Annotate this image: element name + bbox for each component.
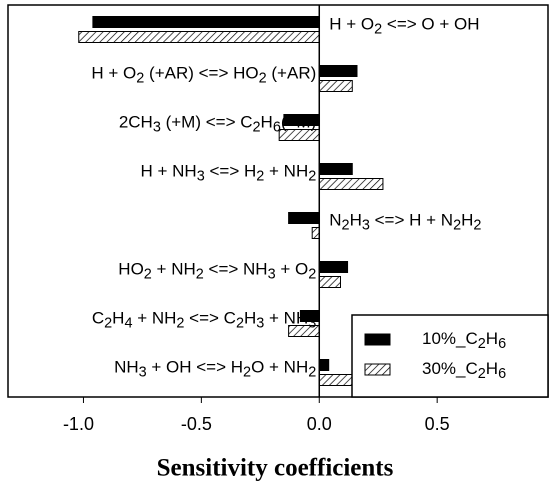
bar	[318, 261, 349, 273]
legend-swatch	[364, 363, 391, 376]
x-axis-label: Sensitivity coefficients	[157, 455, 394, 482]
category-label: 2CH3 (+M) <=> C2H6(+M)	[119, 113, 316, 136]
x-tick-label: -0.5	[181, 414, 212, 434]
bar	[311, 227, 320, 239]
legend-swatch	[364, 333, 391, 346]
category-label: H + O2 (+AR) <=> HO2 (+AR)	[91, 64, 316, 87]
plot-frame	[7, 4, 549, 398]
bar	[92, 16, 320, 28]
legend-label: 10%_C2H6	[422, 329, 506, 352]
category-label: C2H4 + NH2 <=> C2H3 + NH3	[92, 309, 316, 332]
bar	[318, 374, 353, 386]
bar	[318, 80, 353, 92]
bar	[318, 359, 330, 371]
category-label: H + NH3 <=> H2 + NH2	[141, 162, 317, 185]
bar	[78, 31, 320, 43]
bar	[318, 178, 384, 190]
legend-box	[351, 314, 549, 398]
bar	[318, 276, 341, 288]
bar	[318, 163, 353, 175]
x-tick-label: -1.0	[63, 414, 94, 434]
category-label: NH3 + OH <=> H2O + NH2	[114, 358, 316, 381]
bar	[318, 65, 358, 77]
category-label: H + O2 <=> O + OH	[329, 15, 479, 38]
bar	[288, 212, 320, 224]
legend-label: 30%_C2H6	[422, 359, 506, 382]
category-label: HO2 + NH2 <=> NH3 + O2	[118, 260, 316, 283]
category-label: N2H3 <=> H + N2H2	[329, 211, 481, 234]
x-tick-label: 0.0	[307, 414, 332, 434]
x-tick-label: 0.5	[425, 414, 450, 434]
